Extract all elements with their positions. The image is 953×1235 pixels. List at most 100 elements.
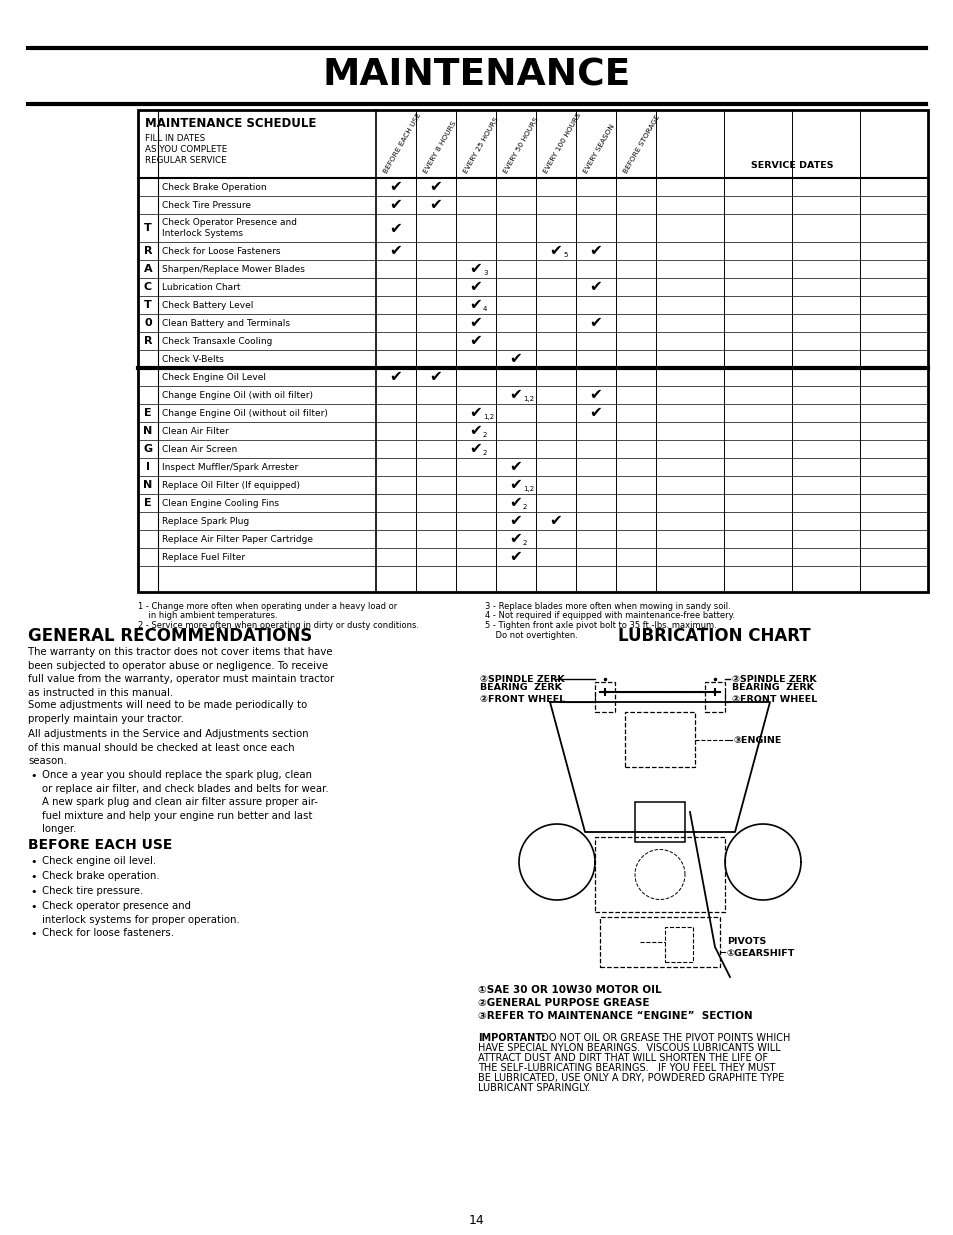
- Text: ✔: ✔: [429, 198, 442, 212]
- Text: ✔: ✔: [469, 405, 482, 420]
- Text: ✔: ✔: [389, 243, 402, 258]
- Text: BEFORE EACH USE: BEFORE EACH USE: [28, 839, 172, 852]
- Text: 5 - Tighten front axle pivot bolt to 35 ft.-lbs. maximum.: 5 - Tighten front axle pivot bolt to 35 …: [484, 621, 716, 630]
- Text: Check Engine Oil Level: Check Engine Oil Level: [162, 373, 266, 382]
- Text: ✔: ✔: [589, 405, 601, 420]
- Text: •: •: [30, 902, 37, 911]
- Text: ✔: ✔: [469, 262, 482, 277]
- Text: ✔: ✔: [509, 514, 522, 529]
- Text: Lubrication Chart: Lubrication Chart: [162, 283, 240, 291]
- Text: Clean Engine Cooling Fins: Clean Engine Cooling Fins: [162, 499, 278, 508]
- Text: ✔: ✔: [469, 315, 482, 331]
- Text: 3: 3: [482, 270, 487, 275]
- Text: ✔: ✔: [429, 179, 442, 194]
- Text: ✔: ✔: [389, 369, 402, 384]
- Text: ②FRONT WHEEL: ②FRONT WHEEL: [479, 694, 565, 704]
- Bar: [635, 802, 684, 842]
- Text: HAVE SPECIAL NYLON BEARINGS.  VISCOUS LUBRICANTS WILL: HAVE SPECIAL NYLON BEARINGS. VISCOUS LUB…: [477, 1044, 780, 1053]
- Text: 1,2: 1,2: [522, 396, 534, 403]
- Bar: [595, 837, 724, 911]
- Text: C: C: [144, 282, 152, 291]
- Text: AS YOU COMPLETE: AS YOU COMPLETE: [145, 144, 227, 154]
- Bar: [664, 927, 692, 962]
- Text: Check engine oil level.: Check engine oil level.: [42, 856, 156, 866]
- Bar: [599, 918, 720, 967]
- Text: PIVOTS: PIVOTS: [726, 937, 765, 946]
- Text: MAINTENANCE: MAINTENANCE: [322, 58, 631, 94]
- Text: ✔: ✔: [509, 531, 522, 547]
- Text: Check Battery Level: Check Battery Level: [162, 300, 253, 310]
- Text: 5: 5: [562, 252, 567, 258]
- Text: Check for loose fasteners.: Check for loose fasteners.: [42, 927, 173, 939]
- Text: N: N: [143, 426, 152, 436]
- Text: EVERY 100 HOURS: EVERY 100 HOURS: [542, 112, 581, 175]
- Text: ②GENERAL PURPOSE GREASE: ②GENERAL PURPOSE GREASE: [477, 998, 649, 1008]
- Text: in high ambient temperatures.: in high ambient temperatures.: [138, 611, 277, 620]
- Text: Some adjustments will need to be made periodically to
properly maintain your tra: Some adjustments will need to be made pe…: [28, 700, 307, 724]
- Text: ✔: ✔: [589, 388, 601, 403]
- Text: BEFORE STORAGE: BEFORE STORAGE: [622, 115, 660, 175]
- Text: ③ENGINE: ③ENGINE: [733, 736, 781, 745]
- Text: Check V-Belts: Check V-Belts: [162, 354, 224, 363]
- Text: ✔: ✔: [389, 179, 402, 194]
- Text: G: G: [143, 445, 152, 454]
- Bar: [704, 682, 724, 713]
- Text: 4 - Not required if equipped with maintenance-free battery.: 4 - Not required if equipped with mainte…: [484, 611, 734, 620]
- Text: ✔: ✔: [469, 333, 482, 348]
- Text: ✔: ✔: [389, 198, 402, 212]
- Text: Inspect Muffler/Spark Arrester: Inspect Muffler/Spark Arrester: [162, 462, 298, 472]
- Text: Check Brake Operation: Check Brake Operation: [162, 183, 266, 191]
- Text: ✔: ✔: [549, 243, 561, 258]
- Text: ✔: ✔: [469, 298, 482, 312]
- Text: ✔: ✔: [589, 243, 601, 258]
- Text: 2: 2: [482, 432, 487, 438]
- Text: •: •: [30, 887, 37, 897]
- Text: LUBRICANT SPARINGLY.: LUBRICANT SPARINGLY.: [477, 1083, 590, 1093]
- Text: •: •: [30, 771, 37, 781]
- Text: ✔: ✔: [469, 424, 482, 438]
- Text: All adjustments in the Service and Adjustments section
of this manual should be : All adjustments in the Service and Adjus…: [28, 729, 309, 766]
- Text: 2 - Service more often when operating in dirty or dusty conditions.: 2 - Service more often when operating in…: [138, 621, 418, 630]
- Text: ✔: ✔: [509, 478, 522, 493]
- Text: Change Engine Oil (with oil filter): Change Engine Oil (with oil filter): [162, 390, 313, 399]
- Text: T: T: [144, 300, 152, 310]
- Text: Do not overtighten.: Do not overtighten.: [484, 631, 578, 640]
- Text: ✔: ✔: [589, 315, 601, 331]
- Text: ②FRONT WHEEL: ②FRONT WHEEL: [731, 694, 817, 704]
- Text: ②SPINDLE ZERK: ②SPINDLE ZERK: [479, 676, 564, 684]
- Text: Check Tire Pressure: Check Tire Pressure: [162, 200, 251, 210]
- Text: Check Transaxle Cooling: Check Transaxle Cooling: [162, 336, 273, 346]
- Bar: [138, 110, 927, 592]
- Text: N: N: [143, 480, 152, 490]
- Text: The warranty on this tractor does not cover items that have
been subjected to op: The warranty on this tractor does not co…: [28, 647, 334, 698]
- Bar: [595, 682, 615, 713]
- Text: ①GEARSHIFT: ①GEARSHIFT: [726, 950, 795, 958]
- Text: •: •: [30, 929, 37, 939]
- Text: ✔: ✔: [389, 221, 402, 236]
- Text: Check operator presence and
interlock systems for proper operation.: Check operator presence and interlock sy…: [42, 902, 239, 925]
- Text: EVERY 25 HOURS: EVERY 25 HOURS: [462, 116, 499, 175]
- Text: Replace Fuel Filter: Replace Fuel Filter: [162, 552, 245, 562]
- Text: ✔: ✔: [469, 279, 482, 294]
- Text: ①SAE 30 OR 10W30 MOTOR OIL: ①SAE 30 OR 10W30 MOTOR OIL: [477, 986, 661, 995]
- Text: R: R: [144, 336, 152, 346]
- Text: ✔: ✔: [469, 441, 482, 457]
- Text: LUBRICATION CHART: LUBRICATION CHART: [617, 627, 809, 645]
- Text: Replace Oil Filter (If equipped): Replace Oil Filter (If equipped): [162, 480, 299, 489]
- Text: GENERAL RECOMMENDATIONS: GENERAL RECOMMENDATIONS: [28, 627, 312, 645]
- Text: ✔: ✔: [589, 279, 601, 294]
- Text: Change Engine Oil (without oil filter): Change Engine Oil (without oil filter): [162, 409, 328, 417]
- Text: 3 - Replace blades more often when mowing in sandy soil.: 3 - Replace blades more often when mowin…: [484, 601, 730, 611]
- Text: ✔: ✔: [509, 495, 522, 510]
- Text: Clean Air Screen: Clean Air Screen: [162, 445, 237, 453]
- Text: ATTRACT DUST AND DIRT THAT WILL SHORTEN THE LIFE OF: ATTRACT DUST AND DIRT THAT WILL SHORTEN …: [477, 1053, 767, 1063]
- Text: T: T: [144, 224, 152, 233]
- Text: Replace Spark Plug: Replace Spark Plug: [162, 516, 249, 526]
- Text: SERVICE DATES: SERVICE DATES: [750, 161, 832, 170]
- Text: E: E: [144, 408, 152, 417]
- Text: Check brake operation.: Check brake operation.: [42, 871, 159, 881]
- Text: EVERY 8 HOURS: EVERY 8 HOURS: [422, 121, 457, 175]
- Text: IMPORTANT:: IMPORTANT:: [477, 1032, 545, 1044]
- Text: ✔: ✔: [509, 388, 522, 403]
- Text: 2: 2: [522, 504, 527, 510]
